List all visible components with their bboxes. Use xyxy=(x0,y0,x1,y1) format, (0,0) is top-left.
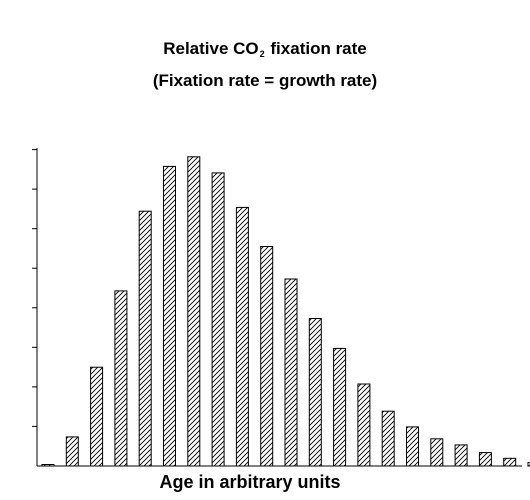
bar-19 xyxy=(478,452,492,467)
bar-3 xyxy=(90,366,104,467)
bar-8 xyxy=(211,172,225,467)
bar-4 xyxy=(114,290,128,467)
bar-20 xyxy=(503,457,517,467)
chart-title-subscript: 2 xyxy=(259,49,265,59)
bar-6 xyxy=(163,165,176,467)
bar-18 xyxy=(454,444,468,467)
bar-10 xyxy=(260,246,274,467)
chart-axes xyxy=(32,148,522,467)
bar-21 xyxy=(527,462,530,467)
bar-12 xyxy=(308,318,322,467)
bar-15 xyxy=(381,410,395,467)
chart-subtitle: (Fixation rate = growth rate) xyxy=(152,71,378,90)
chart-title-prefix: Relative CO xyxy=(163,39,259,58)
bar-11 xyxy=(284,278,298,467)
bar-7 xyxy=(187,156,201,467)
bar-5 xyxy=(138,210,152,467)
chart-title-block: Relative CO2 fixation rate (Fixation rat… xyxy=(0,34,530,96)
bar-16 xyxy=(406,426,419,467)
bar-17 xyxy=(430,438,444,467)
chart-title-suffix: fixation rate xyxy=(265,39,367,58)
bar-13 xyxy=(333,347,347,467)
chart-title: Relative CO2 fixation rate xyxy=(0,34,530,66)
bar-2 xyxy=(65,436,79,467)
bar-series xyxy=(41,156,530,467)
x-axis-label: Age in arbitrary units xyxy=(159,472,341,492)
bar-14 xyxy=(357,383,371,467)
bar-9 xyxy=(235,206,249,467)
